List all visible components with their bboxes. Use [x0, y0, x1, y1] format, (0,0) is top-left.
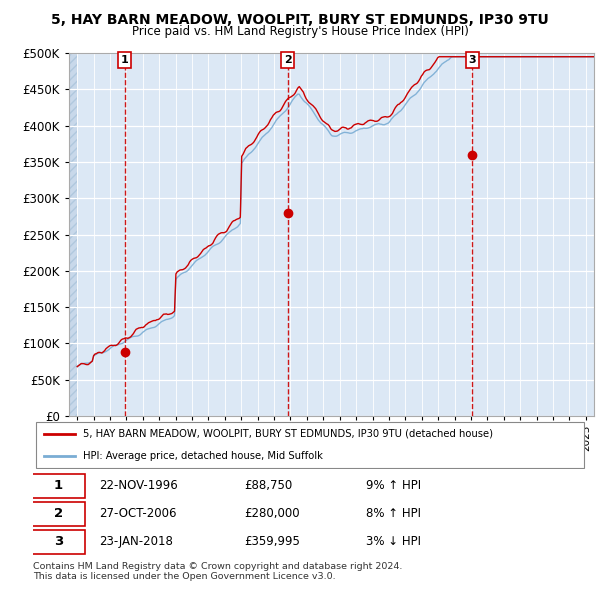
Text: 5, HAY BARN MEADOW, WOOLPIT, BURY ST EDMUNDS, IP30 9TU: 5, HAY BARN MEADOW, WOOLPIT, BURY ST EDM… — [51, 13, 549, 27]
FancyBboxPatch shape — [32, 502, 85, 526]
Text: 8% ↑ HPI: 8% ↑ HPI — [366, 507, 421, 520]
Text: 3: 3 — [54, 535, 63, 548]
Text: 3% ↓ HPI: 3% ↓ HPI — [366, 535, 421, 548]
Text: Contains HM Land Registry data © Crown copyright and database right 2024.
This d: Contains HM Land Registry data © Crown c… — [33, 562, 403, 581]
Text: 1: 1 — [54, 480, 63, 493]
FancyBboxPatch shape — [32, 474, 85, 498]
Text: 22-NOV-1996: 22-NOV-1996 — [100, 480, 178, 493]
FancyBboxPatch shape — [32, 530, 85, 554]
Text: 1: 1 — [121, 55, 128, 65]
Text: Price paid vs. HM Land Registry's House Price Index (HPI): Price paid vs. HM Land Registry's House … — [131, 25, 469, 38]
Text: 27-OCT-2006: 27-OCT-2006 — [100, 507, 177, 520]
Text: £280,000: £280,000 — [244, 507, 299, 520]
Text: 2: 2 — [54, 507, 63, 520]
Text: £359,995: £359,995 — [244, 535, 300, 548]
Text: 3: 3 — [468, 55, 476, 65]
FancyBboxPatch shape — [36, 422, 584, 468]
Text: £88,750: £88,750 — [244, 480, 292, 493]
Text: HPI: Average price, detached house, Mid Suffolk: HPI: Average price, detached house, Mid … — [83, 451, 323, 461]
Text: 23-JAN-2018: 23-JAN-2018 — [100, 535, 173, 548]
Text: 5, HAY BARN MEADOW, WOOLPIT, BURY ST EDMUNDS, IP30 9TU (detached house): 5, HAY BARN MEADOW, WOOLPIT, BURY ST EDM… — [83, 429, 493, 439]
Bar — [69, 53, 77, 416]
Text: 2: 2 — [284, 55, 292, 65]
Text: 9% ↑ HPI: 9% ↑ HPI — [366, 480, 421, 493]
